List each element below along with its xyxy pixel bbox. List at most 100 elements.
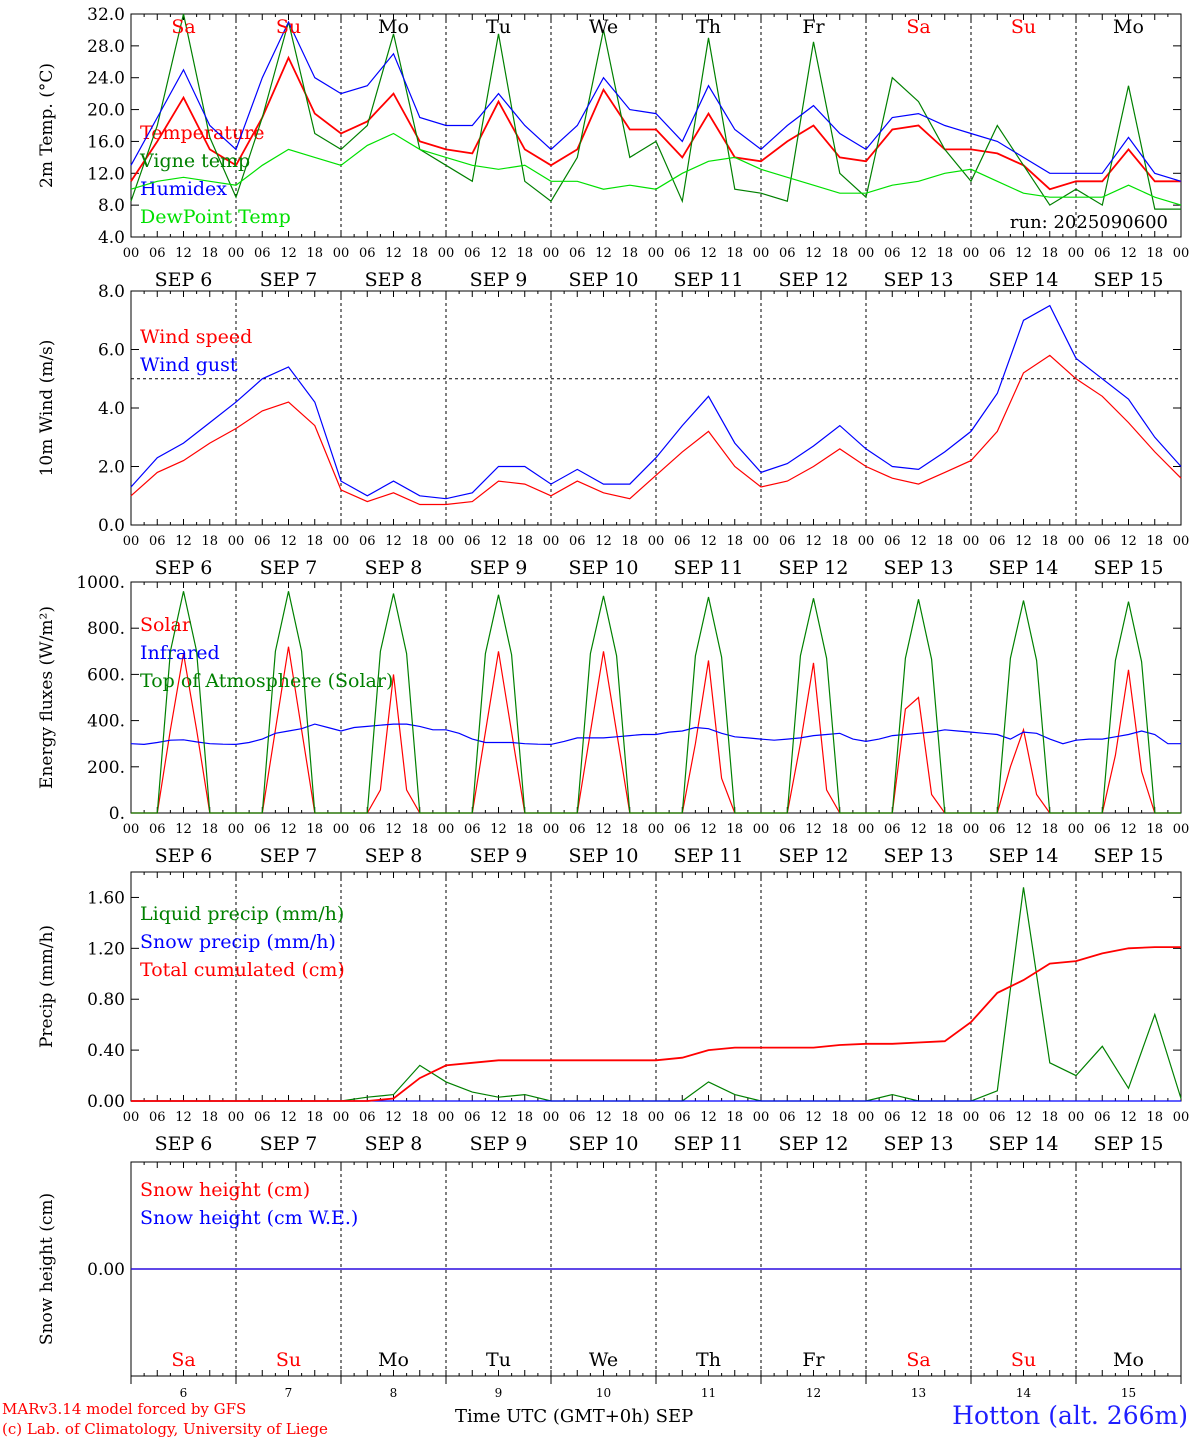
hour-label: 18	[306, 246, 323, 261]
hour-label: 18	[411, 1110, 428, 1125]
hour-label: 18	[411, 246, 428, 261]
series-line-top-of-atmosphere-solar-	[131, 591, 1181, 814]
hour-label: 18	[936, 534, 953, 549]
hour-label: 12	[1015, 1110, 1032, 1125]
hour-label: 06	[1094, 822, 1111, 837]
hour-label: 06	[464, 822, 481, 837]
hour-label: 00	[123, 822, 140, 837]
date-label: SEP 8	[365, 1133, 423, 1155]
series-line-total-cumulated-cm-	[131, 946, 1181, 1102]
hour-label: 12	[490, 1110, 507, 1125]
day-of-week-label: Mo	[378, 1349, 409, 1371]
hour-label: 12	[805, 246, 822, 261]
series-line-wind-speed	[130, 354, 1182, 506]
y-tick-label: 6.0	[98, 341, 125, 361]
day-of-week-label: Tu	[486, 16, 511, 38]
hour-label: 18	[1041, 534, 1058, 549]
hour-label: 06	[884, 1110, 901, 1125]
date-label: SEP 6	[155, 1133, 213, 1155]
y-tick-label: 1.20	[87, 939, 125, 959]
hour-label: 18	[516, 534, 533, 549]
hour-label: 00	[963, 822, 980, 837]
day-number-label: 11	[701, 1386, 716, 1400]
date-label: SEP 9	[470, 557, 528, 579]
hour-label: 00	[858, 1110, 875, 1125]
y-tick-label: 0.0	[98, 516, 125, 536]
hour-label: 06	[779, 534, 796, 549]
hour-label: 12	[385, 246, 402, 261]
date-label: SEP 14	[989, 845, 1059, 867]
hour-label: 18	[1146, 822, 1163, 837]
date-label: SEP 7	[260, 557, 318, 579]
date-label: SEP 8	[365, 845, 423, 867]
panel-frame-1	[130, 13, 1182, 238]
date-label: SEP 12	[779, 557, 849, 579]
hour-label: 06	[884, 534, 901, 549]
hour-label: 12	[1120, 1110, 1137, 1125]
hour-label: 12	[805, 534, 822, 549]
date-label: SEP 7	[260, 1133, 318, 1155]
hour-label: 18	[621, 534, 638, 549]
date-label: SEP 6	[155, 557, 213, 579]
y-tick-label: 0.00	[87, 1260, 125, 1280]
hour-label: 00	[753, 246, 770, 261]
y-tick-label: 8.0	[98, 282, 125, 302]
hour-label: 12	[175, 534, 192, 549]
hour-label: 12	[910, 534, 927, 549]
date-label: SEP 11	[674, 269, 744, 291]
series-line-humidex	[130, 20, 1182, 182]
date-label: SEP 9	[470, 845, 528, 867]
hour-label: 00	[228, 822, 245, 837]
hour-label: 06	[359, 534, 376, 549]
hour-label: 06	[359, 246, 376, 261]
date-label: SEP 6	[155, 845, 213, 867]
hour-label: 12	[805, 1110, 822, 1125]
hour-label: 06	[149, 1110, 166, 1125]
y-axis-title: 2m Temp. (°C)	[37, 63, 57, 188]
hour-label: 06	[569, 246, 586, 261]
hour-label: 12	[385, 534, 402, 549]
hour-label: 12	[280, 822, 297, 837]
hour-label: 00	[1173, 534, 1190, 549]
legend-entry: Vigne temp	[139, 150, 250, 172]
hour-label: 18	[831, 246, 848, 261]
hour-label: 06	[989, 822, 1006, 837]
date-label: SEP 7	[260, 269, 318, 291]
y-tick-label: 20.0	[87, 101, 125, 121]
hour-label: 00	[648, 246, 665, 261]
date-label: SEP 14	[989, 557, 1059, 579]
day-number-label: 7	[285, 1386, 293, 1400]
model-credit: MARv3.14 model forced by GFS	[2, 1400, 247, 1418]
hour-label: 12	[1015, 822, 1032, 837]
y-axis-title: Precip (mm/h)	[37, 925, 57, 1048]
hour-label: 06	[149, 822, 166, 837]
hour-label: 18	[201, 246, 218, 261]
hour-label: 00	[1173, 1110, 1190, 1125]
hour-label: 06	[1094, 246, 1111, 261]
date-label: SEP 13	[884, 557, 954, 579]
date-label: SEP 15	[1094, 845, 1164, 867]
hour-label: 00	[963, 534, 980, 549]
date-label: SEP 10	[569, 1133, 639, 1155]
hour-label: 00	[1068, 246, 1085, 261]
y-tick-label: 0.00	[87, 1092, 125, 1112]
legend-entry: Temperature	[140, 122, 264, 144]
y-tick-label: 0.	[109, 804, 125, 824]
y-tick-label: 12.0	[87, 164, 125, 184]
hour-label: 12	[595, 246, 612, 261]
hour-label: 12	[280, 1110, 297, 1125]
date-label: SEP 15	[1094, 1133, 1164, 1155]
hour-label: 12	[1120, 534, 1137, 549]
y-tick-label: 800.	[87, 619, 125, 639]
hour-label: 00	[753, 534, 770, 549]
y-tick-label: 1.60	[87, 888, 125, 908]
hour-label: 00	[1173, 246, 1190, 261]
hour-label: 00	[753, 1110, 770, 1125]
day-number-label: 6	[180, 1386, 188, 1400]
day-of-week-label: Sa	[171, 16, 195, 38]
hour-label: 00	[123, 534, 140, 549]
hour-label: 00	[228, 246, 245, 261]
hour-label: 12	[280, 246, 297, 261]
hour-label: 06	[989, 534, 1006, 549]
hour-label: 06	[779, 822, 796, 837]
